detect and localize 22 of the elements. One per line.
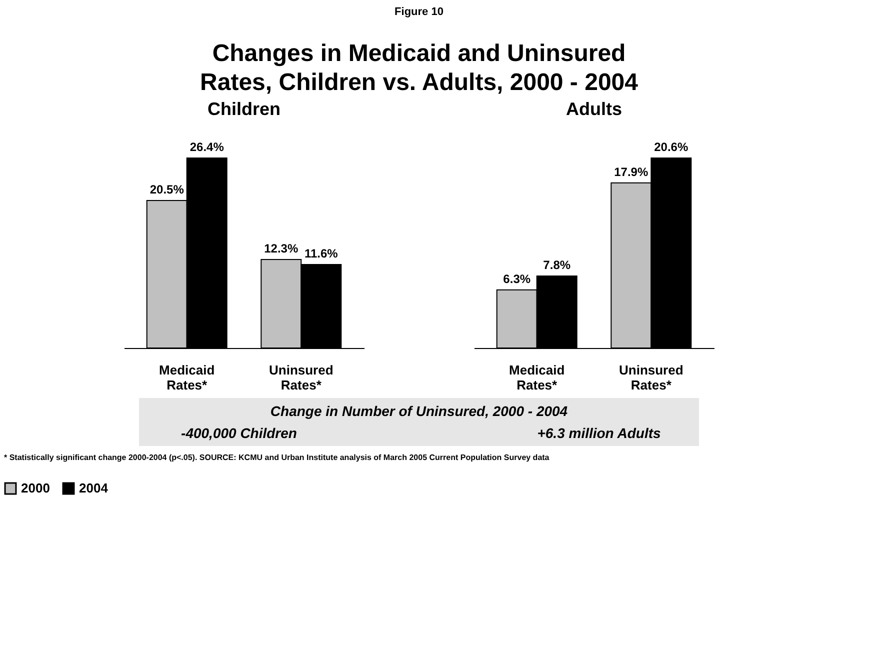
data-label: 17.9% [614,164,648,179]
data-label: 7.8% [543,258,571,272]
caption: Figure 10 [394,6,444,18]
text: Changes in Medicaid and Uninsured Rates, Children vs. Adults, 2000 - 2004 [200,40,639,96]
data-label: 20.6% [654,140,688,154]
data-label: 26.4% [190,140,224,154]
data-label: 12.3% [264,241,298,256]
chart-subtitle: Children [207,99,281,119]
data-label: 11.6% [304,246,338,261]
chart-subtitle: Adults [566,99,622,119]
data-label: 20.5% [150,182,184,196]
x-tick-label: Medicaid Rates* [509,362,565,392]
data-label: 6.3% [503,272,531,286]
x-tick-label: Uninsured Rates* [618,362,684,392]
text: Change in Number of Uninsured, 2000 - 2004 [270,403,568,419]
text: * Statistically significant change 2000-2004 (p<.05). SOURCE: KCMU and Urban Institute analysis of March 2005 Current Population Survey data [4,453,550,462]
text: -400,000 Children [181,425,297,441]
legend-label: 2004 [79,480,109,496]
x-tick-label: Medicaid Rates* [159,362,215,392]
legend-label: 2000 [21,480,50,496]
text: +6.3 million Adults [537,425,661,441]
x-tick-label: Uninsured Rates* [268,362,334,392]
